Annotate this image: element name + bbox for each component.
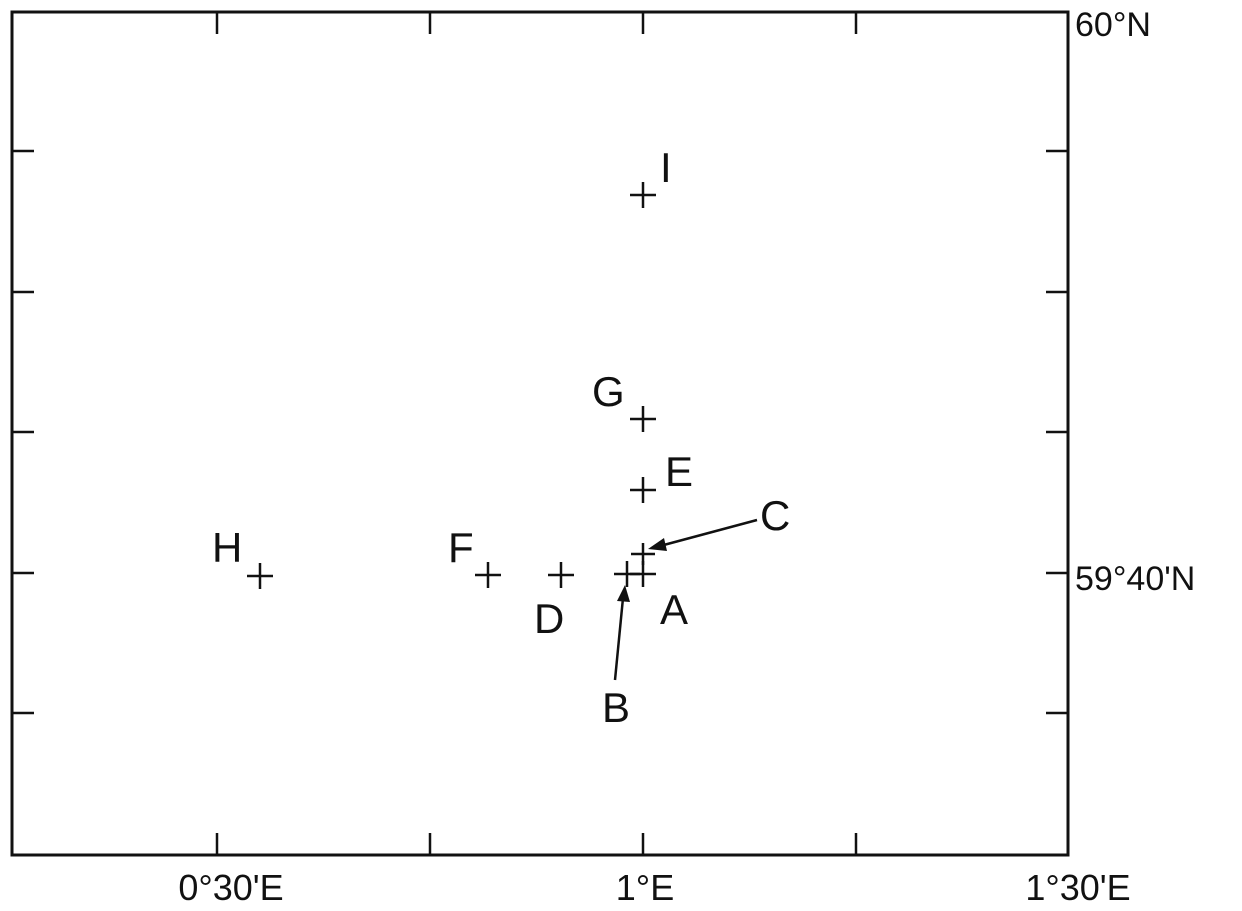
latitude-label-59-40n: 59°40'N xyxy=(1075,560,1195,598)
station-marker-i xyxy=(630,182,656,208)
leader-lines xyxy=(613,518,758,681)
station-marker-d xyxy=(548,562,574,588)
station-marker-e xyxy=(630,477,656,503)
station-label-d: D xyxy=(534,595,564,642)
leader-line-b xyxy=(613,597,625,681)
leader-line-c xyxy=(659,518,758,548)
station-marker-g xyxy=(630,406,656,432)
latitude-label-60n: 60°N xyxy=(1075,6,1151,44)
arrowhead-b xyxy=(617,585,630,602)
longitude-label-1e: 1°E xyxy=(616,867,674,908)
station-marker-b xyxy=(614,561,640,587)
station-label-i: I xyxy=(660,144,672,191)
station-marker-h xyxy=(247,563,273,589)
station-label-a: A xyxy=(660,586,688,633)
right-axis-ticks xyxy=(1046,149,1068,715)
station-marker-f xyxy=(475,562,501,588)
longitude-label-0-30e: 0°30'E xyxy=(178,867,283,908)
longitude-label-1-30e: 1°30'E xyxy=(1025,867,1130,908)
station-markers xyxy=(247,182,656,589)
station-label-g: G xyxy=(592,368,625,415)
station-label-h: H xyxy=(212,524,242,571)
arrowhead-c xyxy=(648,538,667,551)
bottom-axis-ticks xyxy=(215,833,858,855)
station-labels: I G E C H F D A B xyxy=(212,144,790,731)
station-label-e: E xyxy=(665,448,693,495)
map-frame xyxy=(10,10,1070,857)
station-label-b: B xyxy=(602,684,630,731)
top-axis-ticks xyxy=(215,12,858,34)
station-label-c: C xyxy=(760,492,790,539)
left-axis-ticks xyxy=(12,149,34,715)
station-label-f: F xyxy=(448,524,474,571)
